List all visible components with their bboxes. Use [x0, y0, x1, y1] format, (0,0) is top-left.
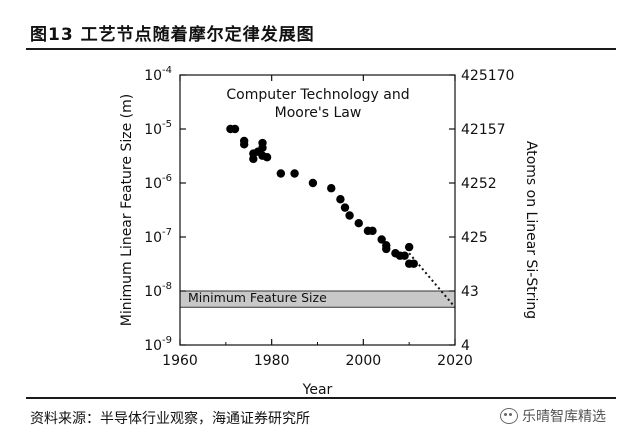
- chart-title-line-2: Moore's Law: [275, 105, 362, 121]
- y2-tick-label: 4: [461, 338, 470, 354]
- data-point: [400, 251, 409, 260]
- watermark-text: 乐晴智库精选: [522, 409, 606, 425]
- y-tick-label: 10-9: [144, 335, 172, 354]
- data-point: [409, 259, 418, 268]
- data-point: [327, 184, 336, 193]
- wechat-icon: [500, 408, 518, 424]
- y2-tick-label: 42157: [461, 122, 506, 138]
- x-tick-label: 2020: [437, 353, 473, 369]
- y-tick-label: 10-7: [144, 227, 172, 246]
- data-point: [336, 195, 345, 204]
- figure-title: 图13 工艺节点随着摩尔定律发展图: [30, 25, 315, 45]
- data-point: [308, 178, 318, 188]
- y2-tick-label: 425: [461, 230, 488, 246]
- data-point: [230, 124, 240, 134]
- data-point: [345, 211, 354, 220]
- chart-title-line-1: Computer Technology and: [226, 87, 409, 103]
- source-note: 资料来源：半导体行业观察，海通证券研究所: [30, 411, 310, 427]
- y2-tick-label: 43: [461, 284, 479, 300]
- data-point: [239, 140, 249, 149]
- y-tick-label: 10-4: [144, 65, 172, 84]
- top-rule: [26, 48, 616, 50]
- x-tick-label: 1980: [254, 353, 290, 369]
- data-point: [354, 219, 363, 228]
- y-tick-label: 10-6: [144, 173, 172, 192]
- y-axis-label: Minimum Linear Feature Size (m): [119, 94, 135, 326]
- data-point: [368, 226, 377, 236]
- band-label: Minimum Feature Size: [188, 290, 327, 305]
- y2-tick-label: 425170: [461, 68, 514, 84]
- x-axis-label: Year: [302, 382, 333, 398]
- x-tick-label: 1960: [162, 353, 198, 369]
- data-point: [340, 203, 350, 212]
- data-point: [262, 153, 272, 162]
- y-tick-label: 10-5: [144, 119, 172, 138]
- x-tick-label: 2000: [346, 353, 382, 369]
- data-point: [404, 242, 414, 252]
- data-point: [258, 143, 267, 152]
- data-point: [276, 169, 286, 178]
- watermark: 乐晴智库精选: [500, 405, 606, 427]
- data-point: [290, 169, 299, 178]
- data-point: [377, 235, 386, 244]
- y-tick-label: 10-8: [144, 281, 172, 300]
- data-point: [249, 154, 258, 164]
- y2-axis-label: Atoms on Linear Si-String: [523, 141, 539, 319]
- data-point: [382, 244, 391, 254]
- bottom-rule: [26, 397, 616, 399]
- y2-tick-label: 4252: [461, 176, 497, 192]
